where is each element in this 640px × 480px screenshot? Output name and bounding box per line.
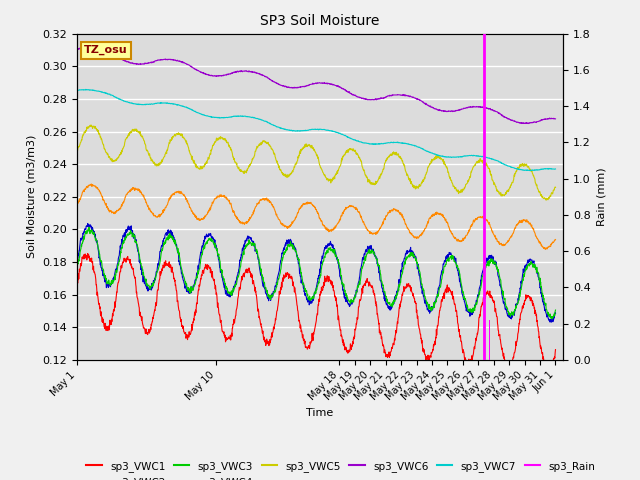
sp3_VWC5 <box>255 143 262 148</box>
sp3_VWC1 <box>255 309 262 314</box>
sp3_VWC2 <box>552 311 559 316</box>
sp3_VWC6 <box>435 107 443 112</box>
Bar <box>488 320 490 360</box>
sp3_VWC4 <box>211 195 219 201</box>
sp3_VWC3 <box>159 244 167 250</box>
sp3_VWC1 <box>159 262 167 268</box>
sp3_VWC1 <box>552 347 559 352</box>
sp3_VWC7 <box>82 86 90 92</box>
sp3_VWC7 <box>255 116 262 122</box>
sp3_VWC2 <box>435 283 443 289</box>
sp3_VWC7 <box>168 101 176 107</box>
sp3_VWC7 <box>526 168 534 174</box>
sp3_VWC3 <box>255 255 262 261</box>
sp3_VWC4 <box>488 229 496 235</box>
sp3_VWC7 <box>488 156 496 162</box>
sp3_VWC4 <box>168 192 176 198</box>
sp3_VWC1 <box>435 311 443 317</box>
sp3_VWC4 <box>541 247 549 252</box>
Y-axis label: Rain (mm): Rain (mm) <box>596 168 606 226</box>
sp3_VWC5 <box>552 184 559 190</box>
sp3_VWC1 <box>488 296 496 302</box>
Line: sp3_VWC1: sp3_VWC1 <box>77 253 556 372</box>
sp3_VWC6 <box>168 57 176 62</box>
sp3_VWC3 <box>552 307 559 313</box>
Text: TZ_osu: TZ_osu <box>84 45 128 56</box>
Y-axis label: Soil Moisture (m3/m3): Soil Moisture (m3/m3) <box>27 135 36 259</box>
sp3_VWC7 <box>211 115 219 120</box>
Line: sp3_VWC7: sp3_VWC7 <box>77 89 556 171</box>
sp3_VWC6 <box>82 44 90 50</box>
sp3_VWC5 <box>168 136 176 142</box>
sp3_VWC5 <box>488 177 496 183</box>
sp3_VWC5 <box>159 156 167 162</box>
X-axis label: Time: Time <box>307 408 333 418</box>
sp3_VWC6 <box>255 71 262 76</box>
sp3_VWC5 <box>211 139 219 145</box>
sp3_VWC4 <box>159 209 167 215</box>
sp3_VWC3 <box>548 316 556 322</box>
sp3_VWC1 <box>168 264 176 270</box>
sp3_VWC2 <box>84 221 92 227</box>
sp3_VWC3 <box>73 267 81 273</box>
sp3_VWC4 <box>435 211 443 217</box>
sp3_VWC6 <box>488 107 496 113</box>
sp3_VWC7 <box>552 166 559 172</box>
sp3_VWC3 <box>85 224 93 230</box>
sp3_VWC5 <box>542 197 550 203</box>
Legend: sp3_VWC1, sp3_VWC2, sp3_VWC3, sp3_VWC4, sp3_VWC5, sp3_VWC6, sp3_VWC7, sp3_Rain: sp3_VWC1, sp3_VWC2, sp3_VWC3, sp3_VWC4, … <box>82 456 600 480</box>
Line: sp3_VWC3: sp3_VWC3 <box>77 227 556 319</box>
sp3_VWC6 <box>73 47 81 53</box>
sp3_VWC2 <box>73 261 81 267</box>
sp3_VWC2 <box>255 257 262 263</box>
sp3_VWC1 <box>73 289 81 295</box>
sp3_VWC4 <box>88 181 95 187</box>
sp3_VWC4 <box>552 237 559 242</box>
sp3_VWC5 <box>87 122 95 128</box>
Line: sp3_VWC6: sp3_VWC6 <box>77 47 556 123</box>
sp3_VWC4 <box>73 201 81 207</box>
Title: SP3 Soil Moisture: SP3 Soil Moisture <box>260 14 380 28</box>
sp3_VWC1 <box>211 286 219 292</box>
sp3_VWC3 <box>211 241 219 247</box>
sp3_VWC2 <box>547 319 555 325</box>
sp3_VWC3 <box>435 286 443 292</box>
sp3_VWC5 <box>73 149 81 155</box>
sp3_VWC7 <box>159 100 167 106</box>
sp3_VWC6 <box>524 120 532 126</box>
sp3_VWC3 <box>488 256 496 262</box>
sp3_VWC3 <box>168 236 176 241</box>
sp3_VWC5 <box>435 155 443 161</box>
Line: sp3_VWC4: sp3_VWC4 <box>77 184 556 250</box>
sp3_VWC7 <box>435 153 443 158</box>
sp3_VWC2 <box>488 257 496 263</box>
sp3_VWC2 <box>211 245 219 251</box>
sp3_VWC2 <box>168 229 176 235</box>
sp3_VWC4 <box>255 200 262 205</box>
sp3_VWC1 <box>545 369 552 374</box>
sp3_VWC2 <box>159 238 167 243</box>
sp3_VWC6 <box>159 57 167 62</box>
Line: sp3_VWC2: sp3_VWC2 <box>77 224 556 322</box>
sp3_VWC1 <box>84 251 92 256</box>
sp3_VWC6 <box>552 116 559 122</box>
sp3_VWC6 <box>211 73 219 79</box>
sp3_VWC7 <box>73 88 81 94</box>
Line: sp3_VWC5: sp3_VWC5 <box>77 125 556 200</box>
